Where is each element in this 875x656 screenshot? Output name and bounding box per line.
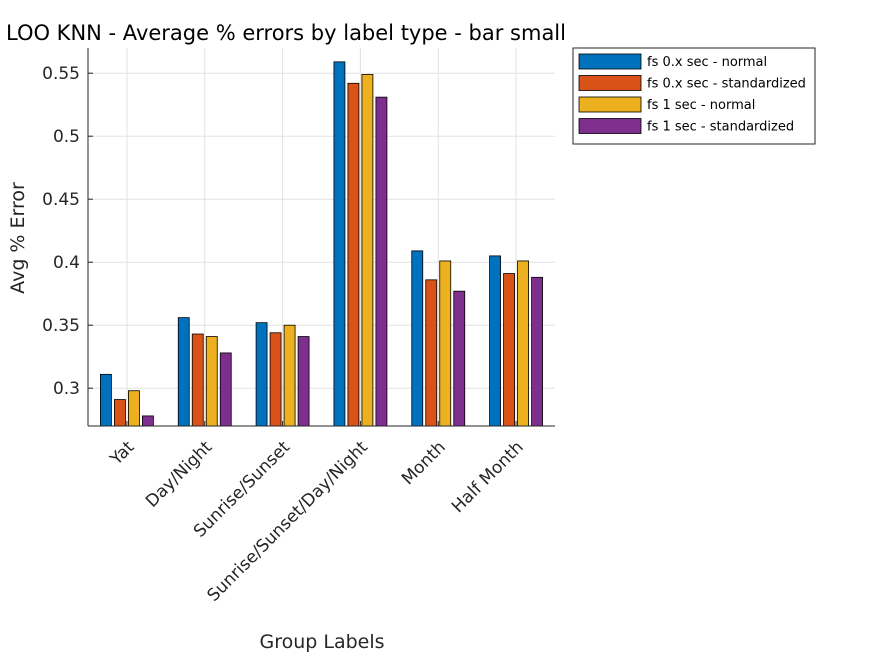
x-tick-label: Yat (106, 437, 139, 470)
bar (283, 324, 296, 427)
legend-label: fs 0.x sec - standardized (647, 77, 806, 92)
y-axis-label: Avg % Error (7, 182, 29, 294)
bar (517, 260, 529, 427)
y-tick-label: 0.3 (53, 379, 80, 399)
legend-label: fs 0.x sec - normal (647, 55, 767, 70)
bar (219, 352, 232, 427)
legend-label: fs 1 sec - standardized (647, 120, 794, 135)
legend-swatch (578, 96, 642, 113)
legend-swatch (578, 75, 642, 91)
legend-swatch (578, 118, 642, 134)
chart-title: LOO KNN - Average % errors by label type… (6, 21, 566, 45)
y-tick-label: 0.4 (53, 253, 80, 273)
x-tick-label: Sunrise/Sunset/Day/Night (204, 437, 373, 606)
bar (531, 276, 543, 427)
bar (347, 82, 360, 427)
bar (177, 317, 190, 427)
axes (87, 48, 555, 427)
bar (425, 279, 438, 427)
legend: fs 0.x sec - normal fs 0.x sec - standard… (572, 47, 816, 145)
x-tick-label: Month (398, 437, 450, 489)
grid-lines (88, 48, 555, 426)
y-tick-label: 0.55 (42, 64, 80, 84)
bar (489, 255, 501, 427)
bar (100, 373, 112, 427)
bar (191, 333, 204, 427)
bars (100, 61, 543, 427)
y-tick-labels: 0.3 0.35 0.4 0.45 0.5 0.55 (42, 64, 80, 399)
legend-label: fs 1 sec - normal (647, 98, 755, 113)
bar (114, 399, 126, 427)
y-tick-label: 0.35 (42, 316, 80, 336)
bar (205, 336, 218, 427)
x-tick-labels: Yat Day/NightSunrise/SunsetSunrise/Sunset… (106, 437, 528, 606)
y-tick-label: 0.5 (53, 127, 80, 147)
bar (439, 260, 452, 427)
bar (297, 336, 310, 427)
bar (503, 273, 515, 427)
legend-swatch (578, 53, 642, 70)
bar (411, 250, 424, 427)
bar (333, 61, 346, 427)
x-tick-label: Half Month (448, 437, 528, 517)
bar (142, 415, 154, 427)
bar (255, 322, 268, 427)
bar (269, 332, 282, 427)
bar (453, 290, 466, 427)
x-tick-label: Day/Night (142, 437, 216, 511)
bar (361, 74, 374, 427)
bar (375, 96, 388, 427)
y-tick-label: 0.45 (42, 190, 80, 210)
x-axis-label: Group Labels (259, 631, 384, 653)
bar (128, 390, 140, 427)
